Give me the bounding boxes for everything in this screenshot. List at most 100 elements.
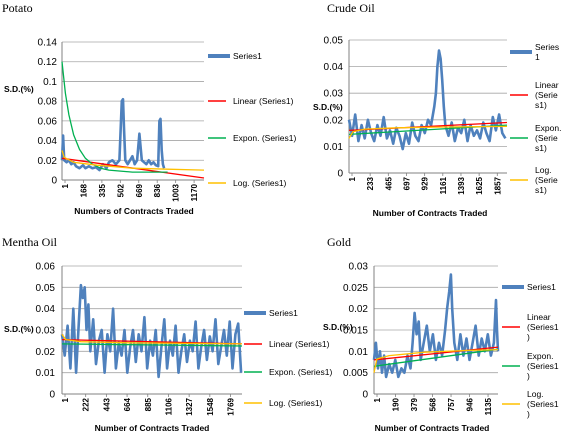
legend-linear-label: Linear(Series1) (527, 312, 559, 342)
x-tick-label: 697 (402, 176, 411, 190)
x-tick-label: 885 (144, 397, 153, 411)
y-tick-label: 0.02 (38, 156, 58, 167)
chart-title: Gold (327, 235, 351, 249)
y-tick-label: 0.06 (38, 116, 58, 127)
legend-log-label: Log.(Series1) (527, 389, 559, 419)
x-tick-label: 1548 (206, 397, 215, 415)
legend-linear-label: Linear (Series1) (269, 339, 330, 349)
y-tick-label: 0 (49, 390, 55, 401)
chart-panel-3: Gold 0 0.005 0.01 0.015 0.02 0.025 0.03 1 190 379 5… (323, 235, 559, 433)
legend-series1-label: Series1 (233, 51, 262, 61)
y-tick-label: 0.005 (343, 368, 368, 379)
y-tick-label: 0.05 (324, 36, 344, 47)
x-tick-label: 502 (116, 183, 125, 197)
y-tick-label: 0.04 (324, 62, 344, 73)
y-axis-label: S.D.(%) (323, 322, 353, 332)
chart-panel-2: Mentha Oil 0 0.01 0.02 0.03 0.04 0.05 0.06 1 222 4… (2, 235, 332, 433)
chart-panel-0: Potato 0 0.02 0.04 0.06 0.08 0.1 0.12 0.14 1 168 33… (2, 1, 296, 216)
x-tick-label: 190 (392, 397, 401, 411)
x-tick-label: 465 (384, 176, 393, 190)
legend-expon-label: Expon. (Series1) (233, 133, 296, 143)
x-tick-label: 929 (421, 176, 430, 190)
y-tick-label: 0.03 (324, 89, 344, 100)
x-axis-label: Number of Contracts Traded (95, 423, 210, 433)
x-tick-label: 222 (82, 397, 91, 411)
x-axis-label: Number of Contracts Traded (373, 208, 488, 218)
x-tick-label: 1135 (484, 397, 493, 415)
y-tick-label: 0.02 (349, 304, 369, 315)
trendline-log (348, 125, 508, 139)
x-tick-label: 1857 (493, 176, 502, 194)
y-tick-label: 0.015 (343, 326, 368, 337)
y-tick-label: 0.01 (36, 368, 56, 379)
series-line (60, 97, 166, 172)
legend-log-label: Log. (Series1) (233, 178, 287, 188)
y-axis-label: S.D.(%) (4, 84, 34, 94)
x-axis-label: Numbers of Contracts Traded (74, 206, 194, 216)
x-tick-label: 664 (123, 397, 132, 411)
chart-title: Crude Oil (327, 1, 375, 15)
y-axis-label: S.D.(%) (313, 102, 343, 112)
x-tick-label: 1 (61, 397, 70, 402)
y-tick-label: 0.1 (43, 77, 57, 88)
x-tick-label: 568 (429, 397, 438, 411)
x-tick-label: 1769 (227, 397, 236, 415)
trendline-expon (61, 61, 168, 173)
x-tick-label: 946 (466, 397, 475, 411)
y-tick-label: 0.04 (38, 136, 58, 147)
trendline-expon (373, 348, 499, 367)
y-tick-label: 0 (51, 176, 57, 187)
legend-expon-label: Expon.(Series1) (527, 351, 559, 381)
x-tick-label: 1327 (185, 397, 194, 415)
y-tick-label: 0.12 (38, 57, 58, 68)
y-tick-label: 0.03 (36, 326, 56, 337)
y-tick-label: 0.14 (38, 38, 58, 49)
x-tick-label: 1 (61, 183, 70, 188)
y-tick-label: 0.05 (36, 283, 56, 294)
y-tick-label: 0.02 (324, 115, 344, 126)
y-tick-label: 0.08 (38, 97, 58, 108)
x-tick-label: 233 (366, 176, 375, 190)
y-tick-label: 0.02 (36, 347, 56, 358)
x-tick-label: 669 (135, 183, 144, 197)
y-tick-label: 0.04 (36, 304, 56, 315)
legend-series1-label: Series1 (527, 282, 556, 292)
x-tick-label: 443 (102, 397, 111, 411)
chart-title: Mentha Oil (2, 235, 58, 249)
x-tick-label: 1106 (164, 397, 173, 415)
y-tick-label: 0.03 (349, 262, 369, 273)
x-tick-label: 1161 (439, 176, 448, 194)
y-tick-label: 0 (337, 169, 343, 180)
x-tick-label: 1625 (475, 176, 484, 194)
x-tick-label: 168 (79, 183, 88, 197)
x-tick-label: 379 (410, 397, 419, 411)
chart-title: Potato (2, 1, 33, 15)
trendline-log (61, 150, 205, 171)
x-tick-label: 836 (153, 183, 162, 197)
x-tick-label: 1 (348, 176, 357, 181)
series-line (372, 273, 500, 379)
legend-expon-label: Expon. (Series1) (269, 367, 332, 377)
trendline-expon (61, 343, 243, 347)
legend-series1-label: Series1 (269, 308, 298, 318)
y-tick-label: 0.025 (343, 283, 368, 294)
x-tick-label: 1170 (190, 183, 199, 201)
y-tick-label: 0.01 (324, 142, 344, 153)
y-tick-label: 0.06 (36, 262, 56, 273)
y-tick-label: 0 (362, 390, 368, 401)
y-tick-label: 0.01 (349, 347, 369, 358)
x-tick-label: 335 (98, 183, 107, 197)
trendline-linear (373, 346, 499, 361)
legend-linear-label: Linear (Series1) (233, 96, 294, 106)
series-line (60, 283, 243, 379)
y-axis-label: S.D.(%) (4, 324, 34, 334)
x-tick-label: 1003 (172, 183, 181, 201)
x-axis-label: Number of Contracts Traded (375, 423, 490, 433)
trendline-log (61, 333, 243, 345)
chart-panel-1: Crude Oil 0 0.01 0.02 0.03 0.04 0.05 1 233 465 697… (313, 1, 561, 218)
